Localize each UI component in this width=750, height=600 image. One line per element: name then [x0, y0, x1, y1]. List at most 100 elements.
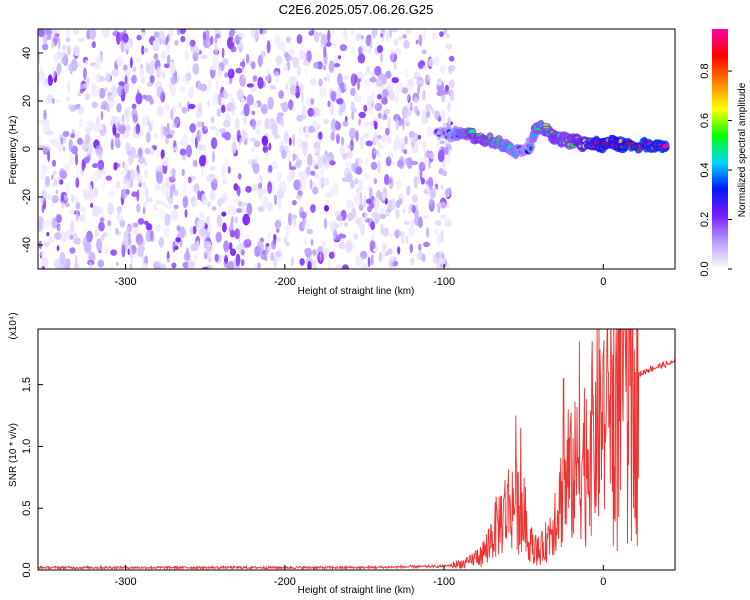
noise-blob	[267, 96, 274, 110]
noise-blob	[285, 83, 289, 90]
noise-blob	[320, 166, 325, 178]
noise-blob	[156, 38, 160, 48]
noise-blob	[325, 192, 333, 198]
noise-blob	[418, 251, 424, 261]
noise-blob	[448, 148, 451, 158]
noise-blob	[110, 249, 118, 256]
noise-blob	[200, 54, 208, 60]
noise-blob	[176, 29, 181, 36]
snr-y-scale-note: (x10⁴)	[8, 312, 19, 339]
noise-blob	[107, 220, 111, 227]
noise-blob	[365, 140, 373, 147]
spectrogram-x-axis: -300 -200 -100 0	[115, 264, 606, 288]
noise-blob	[363, 133, 369, 139]
noise-blob	[374, 121, 378, 130]
noise-blob	[351, 111, 355, 120]
noise-blob	[102, 178, 106, 190]
noise-blob	[97, 259, 105, 268]
noise-blob	[290, 76, 298, 85]
noise-blob	[65, 37, 71, 43]
noise-blob	[95, 144, 103, 156]
noise-blob	[368, 120, 376, 129]
noise-blob	[124, 69, 130, 78]
noise-blob	[239, 41, 244, 48]
noise-blob	[231, 208, 237, 215]
noise-blob	[76, 166, 80, 177]
noise-blob	[359, 136, 365, 149]
noise-blob	[238, 32, 245, 38]
noise-blob	[306, 50, 312, 63]
noise-blob	[83, 156, 90, 164]
noise-blob	[166, 42, 171, 53]
noise-blob	[67, 103, 75, 110]
noise-blob	[142, 201, 148, 208]
noise-blob	[146, 131, 151, 143]
noise-blob	[41, 203, 45, 214]
noise-blob	[338, 107, 343, 117]
noise-blob	[244, 238, 252, 248]
noise-blob	[292, 56, 300, 68]
noise-blob	[207, 100, 211, 108]
noise-blob	[295, 159, 303, 166]
noise-blob	[181, 169, 185, 176]
noise-blob	[171, 105, 177, 114]
noise-blob	[275, 237, 282, 243]
noise-blob	[313, 141, 320, 155]
noise-blob	[405, 235, 409, 244]
noise-blob	[138, 156, 146, 164]
noise-blob	[258, 182, 263, 189]
noise-blob	[394, 230, 399, 239]
noise-blob	[440, 184, 444, 191]
noise-blob	[426, 150, 431, 159]
noise-blob	[402, 209, 406, 214]
noise-blob	[358, 179, 363, 191]
noise-blob	[446, 262, 450, 268]
noise-blob	[200, 211, 205, 220]
noise-blob	[351, 102, 355, 107]
noise-blob	[153, 261, 161, 269]
noise-blob	[265, 250, 269, 261]
noise-blob	[292, 153, 296, 162]
noise-blob	[401, 144, 405, 153]
noise-blob	[226, 81, 231, 86]
noise-blob	[332, 43, 336, 49]
noise-blob	[309, 179, 313, 190]
noise-blob	[153, 31, 160, 38]
noise-blob	[312, 249, 317, 256]
noise-blob	[146, 81, 154, 87]
noise-blob	[222, 89, 228, 97]
noise-blob	[129, 169, 136, 181]
noise-blob	[288, 161, 292, 168]
noise-blob	[355, 89, 358, 100]
noise-blob	[382, 227, 389, 237]
noise-blob	[410, 219, 414, 227]
noise-blob	[448, 55, 455, 62]
noise-blob	[404, 135, 408, 145]
noise-blob	[397, 81, 404, 92]
noise-blob	[381, 97, 388, 105]
noise-blob	[384, 108, 390, 115]
noise-blob	[298, 170, 305, 177]
noise-blob	[171, 262, 177, 269]
noise-blob	[255, 128, 261, 136]
noise-blob	[207, 201, 211, 207]
noise-blob	[199, 127, 203, 140]
noise-blob	[333, 62, 341, 68]
noise-blob	[361, 263, 369, 269]
noise-blob	[381, 73, 387, 85]
noise-blob	[376, 78, 383, 88]
noise-blob	[440, 230, 444, 243]
noise-blob	[297, 190, 303, 197]
noise-blob	[149, 98, 154, 105]
noise-blob	[444, 188, 451, 198]
noise-blob	[359, 136, 365, 149]
noise-blob	[137, 173, 143, 184]
noise-blob	[180, 36, 186, 43]
noise-blob	[212, 54, 220, 66]
noise-blob	[209, 125, 216, 130]
noise-blob	[406, 93, 410, 102]
noise-blob	[221, 91, 229, 99]
noise-blob	[437, 204, 441, 214]
noise-blob	[218, 197, 226, 203]
y-tick-label: -20	[21, 189, 33, 205]
